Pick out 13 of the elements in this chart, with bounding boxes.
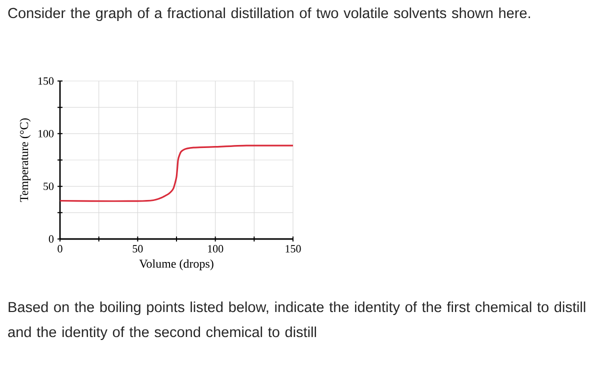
chart-title: Consider the graph of a fractional distillation of two volatile solvents shown here. <box>8 8 530 22</box>
x-tick-label: 50 <box>132 245 143 252</box>
y-tick-label: 50 <box>44 182 54 190</box>
y-tick-label: 150 <box>38 77 54 85</box>
text: Based on the boiling points listed below, indicate the identity of the first chemical to distill and the identity of the second chemical to distill <box>8 302 586 340</box>
line-series <box>59 144 294 202</box>
x-tick-label: 150 <box>286 245 301 252</box>
y-tick-label: 100 <box>38 130 54 138</box>
x-axis-title: Volume (drops) <box>139 259 214 270</box>
x-tick-label: 0 <box>58 245 62 252</box>
y-tick-label: 0 <box>48 235 54 243</box>
y-axis-title: Temperature (°C) <box>20 118 31 202</box>
x-tick-label: 100 <box>208 245 224 252</box>
